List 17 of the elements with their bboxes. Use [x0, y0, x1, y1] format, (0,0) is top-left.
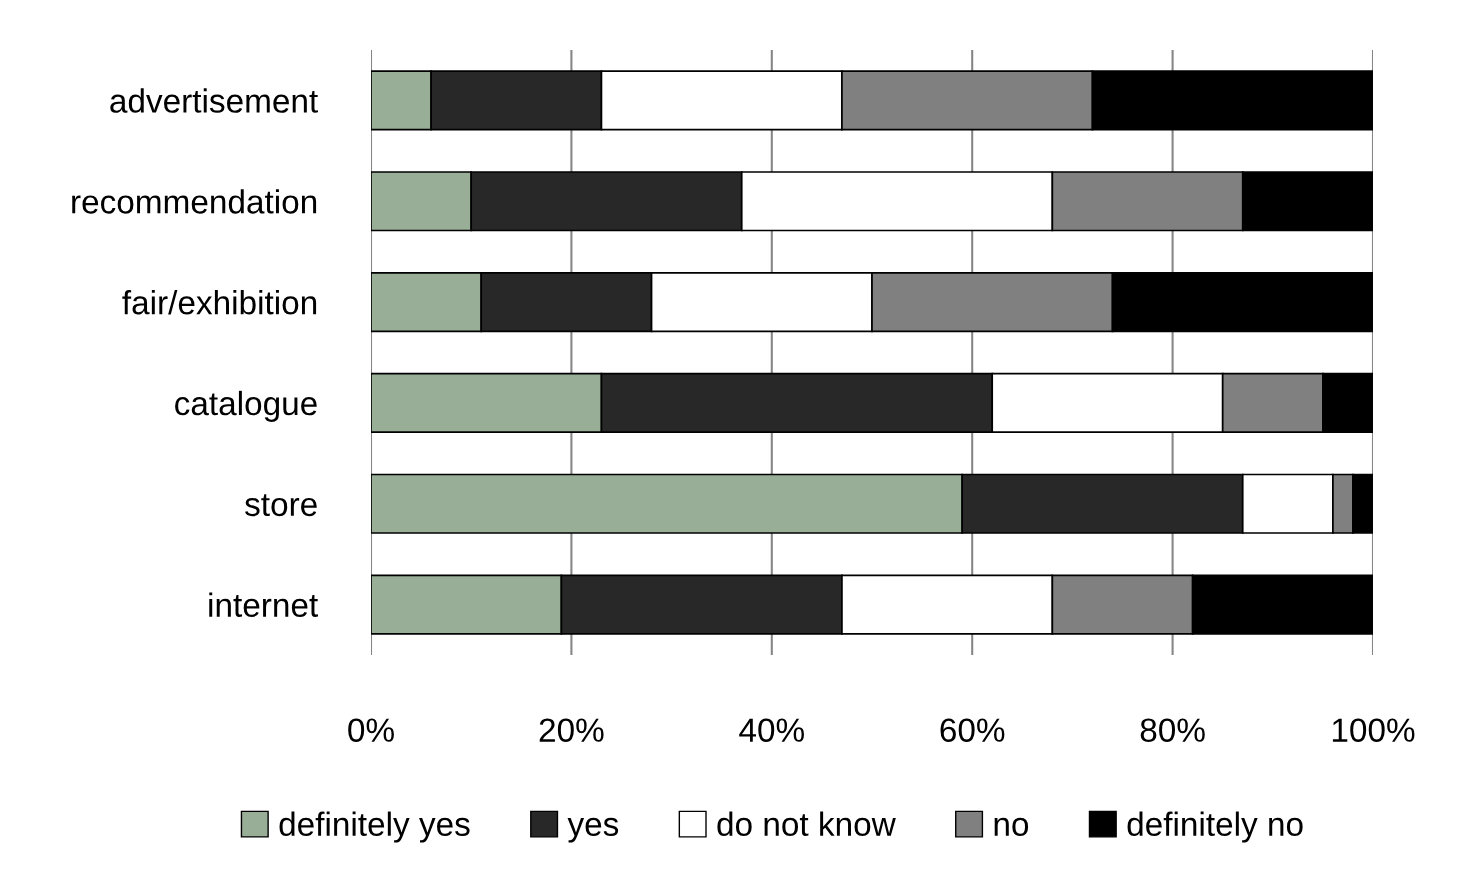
y-tick-label: recommendation	[72, 189, 317, 214]
x-tick-label: 60%	[940, 718, 1005, 742]
legend-label: do not know	[717, 811, 896, 837]
y-tick-label: internet	[209, 592, 318, 617]
x-tick-label: 40%	[739, 718, 804, 742]
legend-label: definitely yes	[279, 811, 470, 843]
legend-label: definitely no	[1127, 811, 1303, 843]
y-tick-label: fair/exhibition	[122, 290, 317, 315]
x-tick-label: 80%	[1140, 718, 1205, 742]
legend-label: no	[994, 817, 1029, 837]
legend-label: yes	[567, 817, 619, 843]
y-tick-label: store	[245, 494, 317, 517]
x-tick-label: 0%	[348, 718, 394, 742]
x-tick-label: 100%	[1332, 718, 1415, 742]
y-tick-label: catalogue	[175, 390, 317, 422]
x-tick-label: 20%	[539, 718, 604, 742]
y-tick-label: advertisement	[110, 88, 318, 113]
